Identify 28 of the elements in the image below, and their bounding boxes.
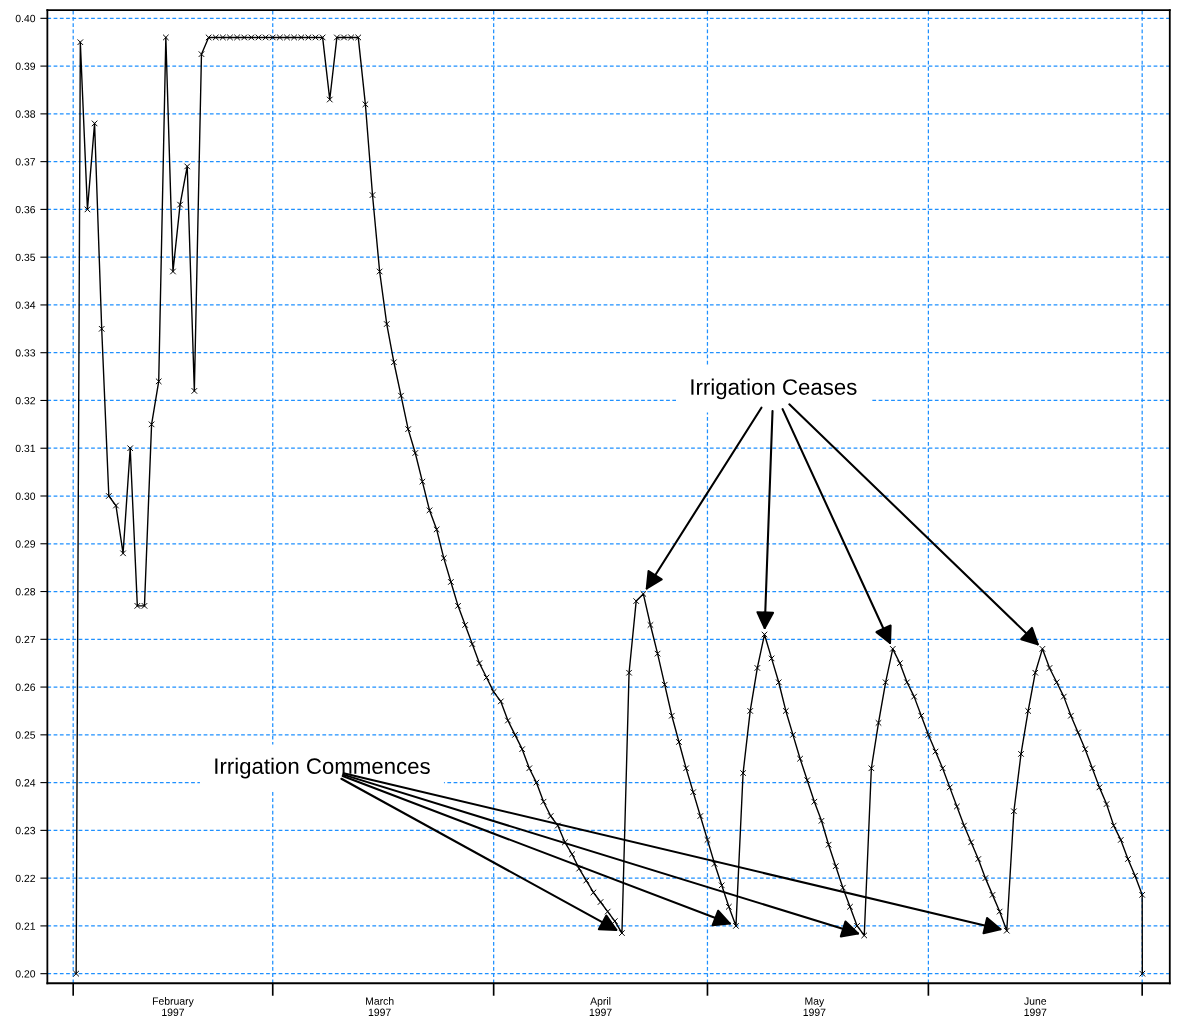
y-tick-label: 0.33 (15, 349, 36, 357)
x-tick-label: March 1997 (366, 997, 394, 1016)
y-tick-label: 0.23 (15, 826, 36, 835)
y-tick-label: 0.37 (15, 158, 36, 166)
y-tick-label: 0.20 (15, 970, 36, 978)
y-tick-label: 0.31 (15, 444, 36, 453)
y-tick-label: 0.24 (15, 779, 36, 787)
y-tick-label: 0.34 (15, 301, 36, 309)
y-tick-label: 0.32 (15, 396, 36, 405)
annotation: Irrigation Commences (215, 757, 430, 779)
y-tick-label: 0.35 (15, 253, 36, 262)
y-tick-label: 0.28 (15, 588, 36, 596)
x-tick-label: June 1997 (1024, 997, 1047, 1016)
x-tick-label: February 1997 (152, 997, 194, 1016)
y-tick-label: 0.21 (15, 922, 36, 930)
x-tick-label: May 1997 (803, 997, 826, 1016)
y-tick-label: 0.30 (15, 492, 36, 500)
annotation: Irrigation Ceases (691, 378, 857, 400)
y-tick-label: 0.29 (15, 540, 36, 548)
y-tick-label: 0.25 (15, 731, 36, 739)
y-tick-label: 0.22 (15, 874, 36, 883)
y-tick-label: 0.38 (15, 110, 36, 118)
x-tick-label: April 1997 (589, 997, 612, 1016)
y-tick-label: 0.40 (15, 14, 36, 23)
y-tick-label: 0.36 (15, 205, 36, 214)
y-tick-label: 0.27 (15, 635, 36, 644)
y-tick-label: 0.26 (15, 683, 36, 691)
y-tick-label: 0.39 (15, 62, 36, 70)
